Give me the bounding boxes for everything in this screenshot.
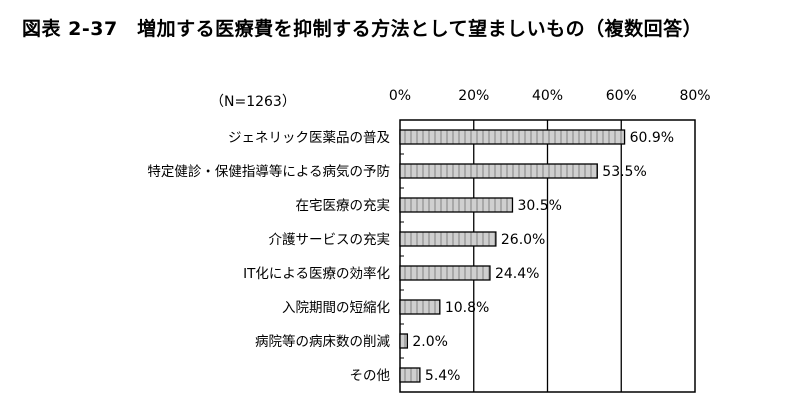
- data-label: 10.8%: [445, 300, 489, 316]
- bar: [399, 333, 409, 349]
- data-label: 26.0%: [501, 232, 545, 248]
- x-tick-label: 80%: [679, 88, 710, 104]
- category-label: 在宅医療の充実: [296, 197, 391, 214]
- bar: [399, 231, 497, 247]
- bar: [399, 163, 598, 179]
- bar: [399, 265, 491, 281]
- x-tick-label: 40%: [532, 88, 563, 104]
- bar: [399, 197, 514, 213]
- sample-size-note: （N=1263）: [210, 94, 296, 110]
- category-label: 入院期間の短縮化: [282, 300, 390, 316]
- category-label: 病院等の病床数の削減: [255, 333, 390, 350]
- x-tick-label: 20%: [458, 88, 489, 104]
- data-label: 2.0%: [412, 334, 448, 350]
- category-label: その他: [350, 368, 391, 384]
- data-label: 5.4%: [425, 368, 461, 384]
- x-tick-label: 60%: [606, 88, 637, 104]
- chart-title: 図表 2-37 増加する医療費を抑制する方法として望ましいもの（複数回答）: [22, 18, 703, 40]
- category-label: 介護サービスの充実: [269, 232, 391, 248]
- data-label: 53.5%: [602, 164, 646, 180]
- category-label: IT化による医療の効率化: [243, 265, 390, 282]
- bar: [399, 367, 421, 383]
- bar: [399, 129, 626, 145]
- bar: [399, 299, 441, 315]
- category-label: 特定健診・保健指導等による病気の予防: [147, 163, 390, 180]
- category-label: ジェネリック医薬品の普及: [228, 130, 390, 146]
- x-tick-label: 0%: [389, 88, 411, 104]
- data-label: 24.4%: [495, 266, 539, 282]
- data-label: 30.5%: [517, 198, 561, 214]
- data-label: 60.9%: [630, 130, 674, 146]
